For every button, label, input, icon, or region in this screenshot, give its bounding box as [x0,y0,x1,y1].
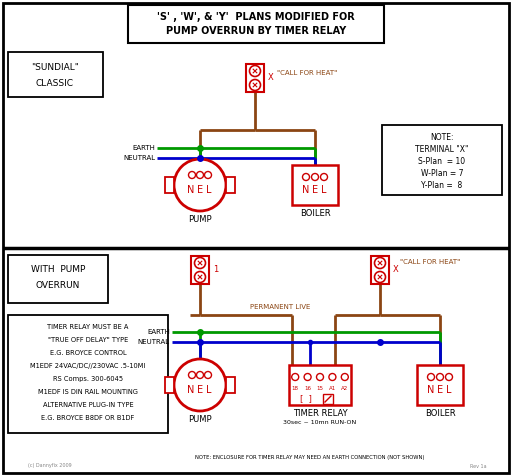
Circle shape [437,374,443,380]
Text: "TRUE OFF DELAY" TYPE: "TRUE OFF DELAY" TYPE [48,337,128,343]
Text: "CALL FOR HEAT": "CALL FOR HEAT" [400,259,460,265]
Text: 18: 18 [292,387,298,391]
Text: N: N [428,385,435,395]
Text: S-Plan  = 10: S-Plan = 10 [418,157,465,166]
Text: "SUNDIAL": "SUNDIAL" [31,62,79,71]
Bar [226,377,235,393]
Text: 16: 16 [304,387,311,391]
Circle shape [428,374,435,380]
Circle shape [321,173,328,180]
Text: 15: 15 [316,387,324,391]
Text: W-Plan = 7: W-Plan = 7 [421,169,463,178]
Circle shape [374,271,386,282]
Text: NEUTRAL: NEUTRAL [138,339,170,345]
Text: PERMANENT LIVE: PERMANENT LIVE [250,304,310,310]
Bar [417,365,463,405]
Text: CLASSIC: CLASSIC [36,79,74,88]
Text: E.G. BROYCE CONTROL: E.G. BROYCE CONTROL [50,350,126,356]
Text: L: L [446,385,452,395]
Bar [128,5,384,43]
Text: 30sec ~ 10mn RUN-ON: 30sec ~ 10mn RUN-ON [283,420,357,426]
Circle shape [303,173,309,180]
Text: TIMER RELAY MUST BE A: TIMER RELAY MUST BE A [47,324,129,330]
Circle shape [197,371,203,378]
Bar [371,256,389,284]
Text: WITH  PUMP: WITH PUMP [31,266,85,275]
Circle shape [249,66,261,77]
Text: NOTE:: NOTE: [430,132,454,141]
Text: N: N [187,185,195,195]
Circle shape [292,374,298,380]
Text: ALTERNATIVE PLUG-IN TYPE: ALTERNATIVE PLUG-IN TYPE [42,402,133,408]
Circle shape [445,374,453,380]
Text: BOILER: BOILER [300,208,330,218]
Text: E: E [197,385,203,395]
Circle shape [374,258,386,268]
Bar [8,315,168,433]
Text: A1: A1 [329,387,336,391]
Circle shape [316,374,324,380]
Text: N: N [187,385,195,395]
Text: E: E [197,185,203,195]
Circle shape [195,258,205,268]
Circle shape [311,173,318,180]
Text: PUMP: PUMP [188,216,212,225]
Circle shape [188,171,196,178]
Text: 1: 1 [213,266,218,275]
Circle shape [174,359,226,411]
Text: Y-Plan =  8: Y-Plan = 8 [421,180,463,189]
Bar [191,256,209,284]
Circle shape [204,371,211,378]
Text: M1EDF 24VAC/DC//230VAC .5-10MI: M1EDF 24VAC/DC//230VAC .5-10MI [30,363,145,369]
Text: 'S' , 'W', & 'Y'  PLANS MODIFIED FOR: 'S' , 'W', & 'Y' PLANS MODIFIED FOR [157,12,355,22]
Text: (c) Dannyfix 2009: (c) Dannyfix 2009 [28,464,72,468]
Text: EARTH: EARTH [147,329,170,335]
Text: [  ]: [ ] [300,395,312,404]
Text: L: L [206,185,212,195]
Text: EARTH: EARTH [132,145,155,151]
Circle shape [249,79,261,90]
Bar [8,52,103,97]
Text: TIMER RELAY: TIMER RELAY [293,408,347,417]
Text: Rev 1a: Rev 1a [470,464,486,468]
Circle shape [197,171,203,178]
Bar [323,394,333,404]
Text: X: X [393,266,399,275]
Text: PUMP OVERRUN BY TIMER RELAY: PUMP OVERRUN BY TIMER RELAY [166,26,346,36]
Text: X: X [268,73,274,82]
Circle shape [188,371,196,378]
Text: A2: A2 [341,387,349,391]
Text: NOTE: ENCLOSURE FOR TIMER RELAY MAY NEED AN EARTH CONNECTION (NOT SHOWN): NOTE: ENCLOSURE FOR TIMER RELAY MAY NEED… [195,456,425,460]
Text: "CALL FOR HEAT": "CALL FOR HEAT" [277,70,337,76]
Bar [8,255,108,303]
Bar [246,64,264,92]
Text: NEUTRAL: NEUTRAL [123,155,155,161]
Bar [226,177,235,193]
Text: L: L [321,185,327,195]
Circle shape [204,171,211,178]
Bar [292,165,338,205]
Circle shape [304,374,311,380]
Circle shape [195,271,205,282]
Text: BOILER: BOILER [424,408,455,417]
Circle shape [174,159,226,211]
Text: OVERRUN: OVERRUN [36,280,80,289]
Text: E: E [437,385,443,395]
Bar [165,377,174,393]
Text: L: L [206,385,212,395]
Bar [382,125,502,195]
Text: N: N [302,185,310,195]
Text: E: E [312,185,318,195]
Bar [165,177,174,193]
Circle shape [329,374,336,380]
Text: RS Comps. 300-6045: RS Comps. 300-6045 [53,376,123,382]
Bar [289,365,351,405]
Text: TERMINAL "X": TERMINAL "X" [415,145,469,153]
Text: M1EDF IS DIN RAIL MOUNTING: M1EDF IS DIN RAIL MOUNTING [38,389,138,395]
Text: E.G. BROYCE B8DF OR B1DF: E.G. BROYCE B8DF OR B1DF [41,415,135,421]
Text: PUMP: PUMP [188,416,212,425]
Circle shape [342,374,348,380]
